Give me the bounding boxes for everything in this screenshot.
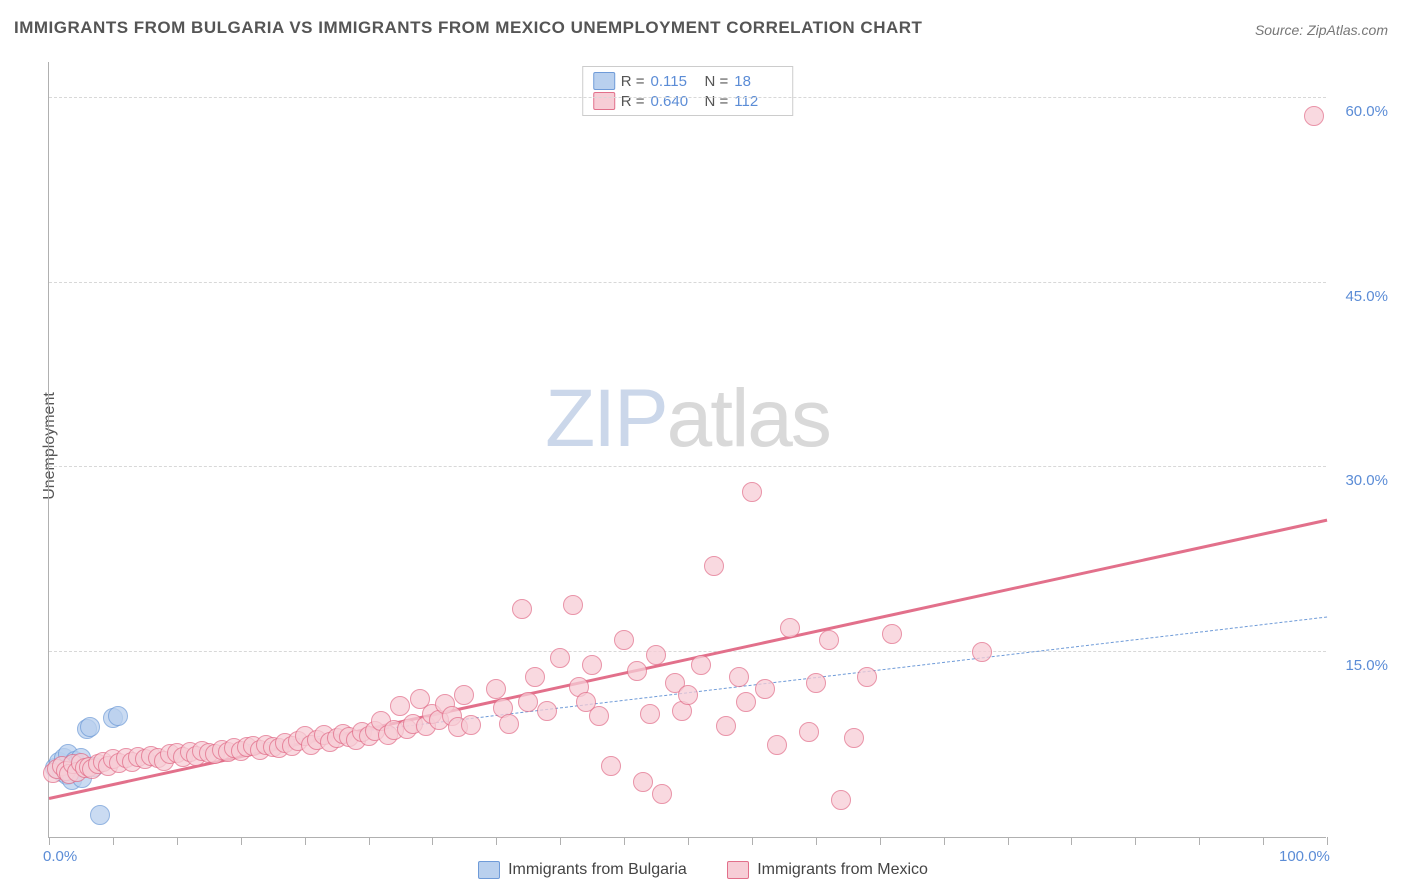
data-point <box>90 805 110 825</box>
r-label: R = <box>621 93 645 110</box>
n-label: N = <box>705 93 729 110</box>
x-tick <box>560 837 561 845</box>
data-point <box>844 728 864 748</box>
watermark-part2: atlas <box>667 373 830 464</box>
swatch-bulgaria <box>478 861 500 879</box>
data-point <box>601 756 621 776</box>
swatch-mexico <box>593 92 615 110</box>
gridline <box>49 282 1326 283</box>
chart-title: IMMIGRANTS FROM BULGARIA VS IMMIGRANTS F… <box>14 18 922 38</box>
n-value-bulgaria: 18 <box>734 73 782 90</box>
data-point <box>582 655 602 675</box>
data-point <box>652 784 672 804</box>
data-point <box>755 679 775 699</box>
data-point <box>831 790 851 810</box>
x-tick <box>369 837 370 845</box>
data-point <box>704 556 724 576</box>
x-tick <box>1327 837 1328 845</box>
data-point <box>563 595 583 615</box>
n-value-mexico: 112 <box>734 93 782 110</box>
correlation-legend: R = 0.115 N = 18 R = 0.640 N = 112 <box>582 66 794 116</box>
data-point <box>882 624 902 644</box>
source-attribution: Source: ZipAtlas.com <box>1255 22 1388 38</box>
data-point <box>729 667 749 687</box>
data-point <box>767 735 787 755</box>
x-tick <box>241 837 242 845</box>
x-tick <box>1263 837 1264 845</box>
data-point <box>1304 106 1324 126</box>
data-point <box>857 667 877 687</box>
data-point <box>633 772 653 792</box>
data-point <box>461 715 481 735</box>
y-tick-label: 60.0% <box>1345 103 1388 120</box>
gridline <box>49 97 1326 98</box>
x-tick <box>1008 837 1009 845</box>
gridline <box>49 651 1326 652</box>
data-point <box>819 630 839 650</box>
data-point <box>972 642 992 662</box>
data-point <box>454 685 474 705</box>
r-label: R = <box>621 73 645 90</box>
data-point <box>499 714 519 734</box>
x-tick <box>496 837 497 845</box>
data-point <box>486 679 506 699</box>
legend-item-mexico: Immigrants from Mexico <box>727 861 928 879</box>
data-point <box>736 692 756 712</box>
n-label: N = <box>705 73 729 90</box>
watermark-part1: ZIP <box>545 373 667 464</box>
data-point <box>518 692 538 712</box>
data-point <box>678 685 698 705</box>
x-tick <box>1071 837 1072 845</box>
legend-label-mexico: Immigrants from Mexico <box>757 861 928 879</box>
data-point <box>691 655 711 675</box>
data-point <box>80 717 100 737</box>
watermark: ZIPatlas <box>545 372 830 466</box>
r-value-mexico: 0.640 <box>651 93 699 110</box>
legend-row-bulgaria: R = 0.115 N = 18 <box>593 71 783 91</box>
swatch-bulgaria <box>593 72 615 90</box>
x-tick <box>177 837 178 845</box>
data-point <box>512 599 532 619</box>
data-point <box>550 648 570 668</box>
data-point <box>614 630 634 650</box>
data-point <box>716 716 736 736</box>
data-point <box>589 706 609 726</box>
plot-area: ZIPatlas R = 0.115 N = 18 R = 0.640 N = … <box>48 62 1326 838</box>
data-point <box>537 701 557 721</box>
x-tick <box>1135 837 1136 845</box>
r-value-bulgaria: 0.115 <box>651 73 699 90</box>
legend-row-mexico: R = 0.640 N = 112 <box>593 91 783 111</box>
x-tick <box>880 837 881 845</box>
source-name: ZipAtlas.com <box>1307 22 1388 38</box>
data-point <box>646 645 666 665</box>
x-tick <box>113 837 114 845</box>
data-point <box>799 722 819 742</box>
x-tick <box>624 837 625 845</box>
data-point <box>780 618 800 638</box>
data-point <box>390 696 410 716</box>
data-point <box>806 673 826 693</box>
x-tick <box>688 837 689 845</box>
x-tick <box>816 837 817 845</box>
legend-label-bulgaria: Immigrants from Bulgaria <box>508 861 687 879</box>
series-legend: Immigrants from Bulgaria Immigrants from… <box>0 861 1406 884</box>
data-point <box>640 704 660 724</box>
y-tick-label: 45.0% <box>1345 288 1388 305</box>
data-point <box>108 706 128 726</box>
data-point <box>525 667 545 687</box>
x-tick <box>752 837 753 845</box>
legend-item-bulgaria: Immigrants from Bulgaria <box>478 861 687 879</box>
x-tick <box>944 837 945 845</box>
x-tick <box>49 837 50 845</box>
y-tick-label: 15.0% <box>1345 657 1388 674</box>
x-tick <box>305 837 306 845</box>
x-tick <box>432 837 433 845</box>
data-point <box>627 661 647 681</box>
swatch-mexico <box>727 861 749 879</box>
x-tick <box>1199 837 1200 845</box>
data-point <box>742 482 762 502</box>
source-label: Source: <box>1255 22 1303 38</box>
y-tick-label: 30.0% <box>1345 472 1388 489</box>
gridline <box>49 466 1326 467</box>
